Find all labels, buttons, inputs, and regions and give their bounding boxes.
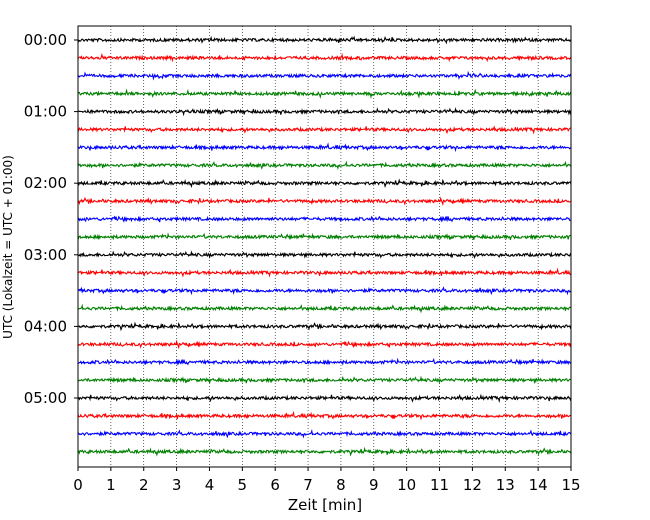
- x-tick-label: 6: [270, 476, 280, 494]
- trace-02:00: [77, 178, 572, 189]
- y-axis-label: UTC (Lokalzeit = UTC + 01:00): [1, 155, 15, 339]
- y-tick-label: 01:00: [24, 103, 67, 121]
- trace-04:45: [77, 375, 572, 385]
- x-tick-label: 14: [529, 476, 548, 494]
- x-tick-label: 13: [496, 476, 515, 494]
- trace-01:30: [77, 142, 572, 153]
- trace-05:45: [77, 446, 572, 457]
- x-tick-label: 11: [430, 476, 449, 494]
- trace-04:30: [77, 357, 571, 366]
- plot-frame: [77, 25, 572, 468]
- trace-02:15: [77, 196, 572, 207]
- trace-01:00: [77, 107, 572, 117]
- trace-03:45: [77, 303, 572, 314]
- x-tick-label: 1: [106, 476, 116, 494]
- trace-05:30: [77, 429, 572, 439]
- trace-03:00: [77, 250, 572, 260]
- trace-00:15: [77, 52, 572, 63]
- y-tick-label: 04:00: [24, 317, 67, 335]
- x-tick-label: 5: [238, 476, 248, 494]
- x-axis: 0 1 2 3 4 5 6 7 8 9 10 11 12 13 14 15: [73, 467, 581, 494]
- y-tick-label: 02:00: [24, 174, 67, 192]
- trace-01:45: [77, 160, 572, 171]
- trace-03:15: [77, 267, 572, 278]
- x-tick-label: 2: [139, 476, 149, 494]
- trace-04:15: [77, 339, 572, 350]
- traces-layer: [77, 35, 572, 457]
- x-tick-label: 0: [73, 476, 83, 494]
- x-tick-label: 15: [561, 476, 580, 494]
- x-tick-label: 10: [397, 476, 416, 494]
- x-axis-label: Zeit [min]: [288, 496, 362, 514]
- trace-01:15: [77, 125, 572, 135]
- trace-02:30: [77, 215, 571, 223]
- y-tick-label: 00:00: [24, 31, 67, 49]
- x-tick-label: 7: [303, 476, 313, 494]
- trace-00:00: [77, 35, 572, 45]
- trace-05:15: [77, 410, 572, 421]
- x-tick-label: 3: [172, 476, 182, 494]
- y-tick-label: 05:00: [24, 389, 67, 407]
- trace-00:45: [77, 88, 572, 99]
- trace-05:00: [77, 393, 572, 404]
- x-tick-label: 8: [336, 476, 346, 494]
- trace-02:45: [77, 232, 572, 241]
- x-tick-label: 12: [463, 476, 482, 494]
- trace-04:00: [77, 321, 572, 332]
- x-tick-label: 9: [369, 476, 379, 494]
- y-axis: 00:00 01:00 02:00 03:00 04:00 05:00: [24, 31, 78, 407]
- trace-00:30: [77, 70, 572, 81]
- trace-03:30: [77, 286, 572, 296]
- y-tick-label: 03:00: [24, 246, 67, 264]
- x-tick-label: 4: [205, 476, 215, 494]
